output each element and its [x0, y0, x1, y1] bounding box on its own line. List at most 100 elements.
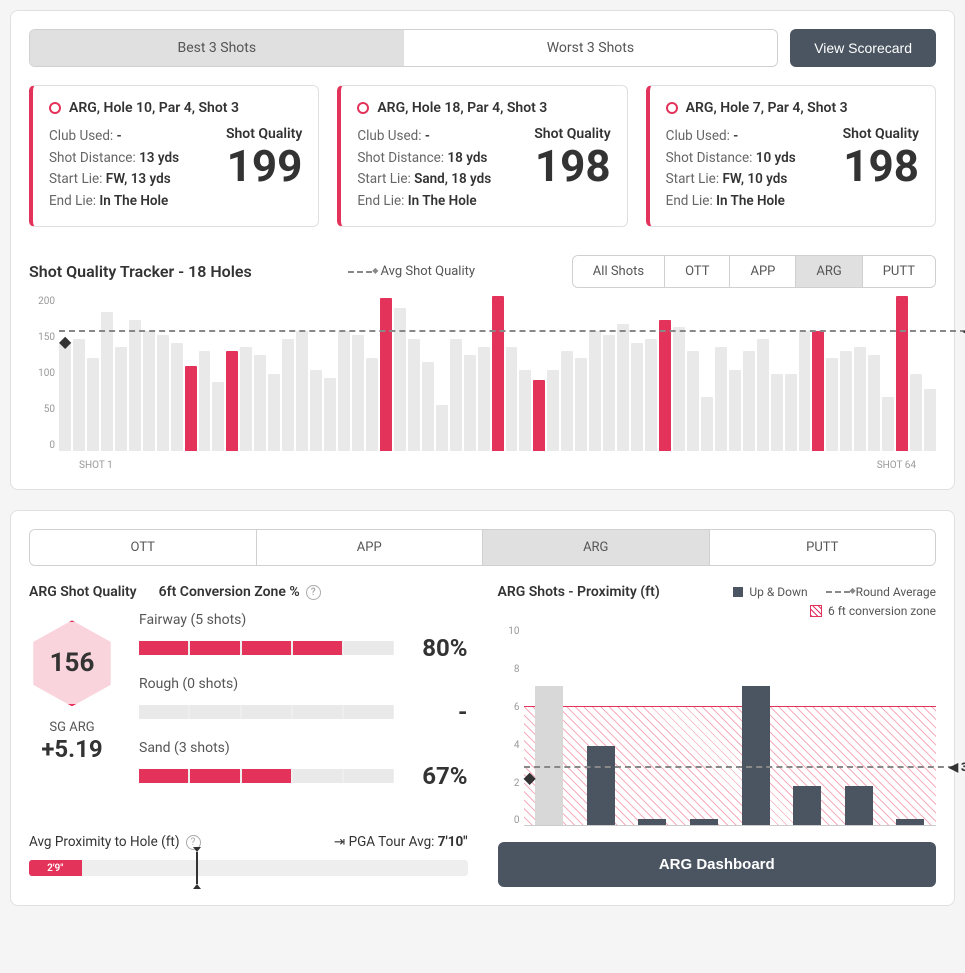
sg-value: +5.19: [29, 735, 115, 763]
square-icon: [733, 587, 743, 597]
conv-bar: [139, 769, 394, 783]
bar: [561, 351, 573, 452]
bar: [115, 347, 127, 452]
bar: [436, 405, 448, 452]
bar: [701, 397, 713, 451]
bar: [352, 335, 364, 451]
shot-title: ARG, Hole 7, Par 4, Shot 3: [686, 100, 848, 116]
bar: [840, 351, 852, 452]
shots-panel: Best 3 Shots Worst 3 Shots View Scorecar…: [10, 10, 955, 490]
bar: [199, 351, 211, 452]
bar: [882, 397, 894, 451]
ring-icon: [666, 102, 678, 114]
bar: [896, 296, 908, 451]
bar: [478, 347, 490, 452]
shot-quality-tabs: Best 3 Shots Worst 3 Shots: [29, 29, 778, 67]
x-start: SHOT 1: [79, 460, 113, 471]
conversion-row: Sand (3 shots) 67%: [139, 740, 468, 790]
proximity-chart: 1086420 ◆◀ 3: [524, 626, 937, 826]
bar: [547, 370, 559, 451]
tracker-title: Shot Quality Tracker - 18 Holes: [29, 262, 252, 281]
filter-tab-all-shots[interactable]: All Shots: [573, 256, 664, 287]
arg-quality-title: ARG Shot Quality: [29, 584, 137, 600]
prox-marker: [196, 852, 198, 884]
tab-putt[interactable]: PUTT: [709, 530, 936, 565]
tab-best-shots[interactable]: Best 3 Shots: [30, 30, 404, 66]
tab-ott[interactable]: OTT: [30, 530, 256, 565]
bar: [254, 355, 266, 452]
conversion-row: Rough (0 shots) -: [139, 676, 468, 726]
filter-tab-app[interactable]: APP: [729, 256, 795, 287]
bar: [324, 378, 336, 452]
bottom-grid: ARG Shot Quality 6ft Conversion Zone % ?…: [29, 584, 936, 887]
tracker-header: Shot Quality Tracker - 18 Holes Avg Shot…: [29, 255, 936, 288]
shot-details: Club Used: - Shot Distance: 13 yds Start…: [49, 126, 179, 212]
help-icon[interactable]: ?: [306, 585, 321, 600]
shot-title: ARG, Hole 10, Par 4, Shot 3: [69, 100, 239, 116]
x-end: SHOT 64: [877, 460, 916, 471]
bar: [771, 374, 783, 452]
arg-detail-panel: OTTAPPARGPUTT ARG Shot Quality 6ft Conve…: [10, 510, 955, 906]
bar: [868, 355, 880, 452]
bar: [492, 296, 504, 451]
bar: [645, 339, 657, 451]
sq-value: 198: [843, 142, 919, 190]
avg-prox-header: Avg Proximity to Hole (ft) ? ⇥ PGA Tour …: [29, 834, 468, 850]
bar: [282, 339, 294, 451]
chart-bars: [59, 296, 936, 451]
shot-title: ARG, Hole 18, Par 4, Shot 3: [377, 100, 547, 116]
avg-line: ◆◀ 156: [59, 330, 965, 351]
shot-card[interactable]: ARG, Hole 10, Par 4, Shot 3 Club Used: -…: [29, 85, 319, 227]
prox-bar: [638, 819, 666, 825]
avg-prox-label: Avg Proximity to Hole (ft): [29, 834, 180, 850]
sg-label: SG ARG: [29, 720, 115, 735]
view-scorecard-button[interactable]: View Scorecard: [790, 29, 936, 67]
conv-bar: [139, 641, 394, 655]
legend-label: Avg Shot Quality: [380, 264, 475, 279]
bar: [240, 347, 252, 452]
sq-value: 198: [534, 142, 610, 190]
ring-icon: [49, 102, 61, 114]
shot-card[interactable]: ARG, Hole 7, Par 4, Shot 3 Club Used: - …: [646, 85, 936, 227]
prox-bar: [793, 786, 821, 826]
tracker-filter-tabs: All ShotsOTTAPPARGPUTT: [572, 255, 936, 288]
tab-worst-shots[interactable]: Worst 3 Shots: [404, 30, 778, 66]
avg-prox-bar: 2'9": [29, 860, 468, 876]
filter-tab-ott[interactable]: OTT: [664, 256, 729, 287]
y-axis: 200150100500: [29, 296, 55, 451]
bar: [464, 355, 476, 452]
proximity-title: ARG Shots - Proximity (ft): [498, 584, 660, 600]
bar: [171, 343, 183, 452]
conv-pct: 67%: [412, 762, 468, 790]
filter-tab-putt[interactable]: PUTT: [862, 256, 935, 287]
bar: [924, 389, 936, 451]
bar: [631, 343, 643, 452]
bottom-left: ARG Shot Quality 6ft Conversion Zone % ?…: [29, 584, 468, 887]
prox-fill: 2'9": [29, 860, 82, 876]
prox-avg-line: ◆◀ 3: [524, 766, 955, 787]
bar: [826, 358, 838, 451]
arg-dashboard-button[interactable]: ARG Dashboard: [498, 842, 937, 887]
bar: [603, 335, 615, 451]
conversion-rows: Fairway (5 shots) 80% Rough (0 shots) - …: [139, 612, 468, 804]
tab-app[interactable]: APP: [256, 530, 483, 565]
tab-arg[interactable]: ARG: [482, 530, 709, 565]
bar: [157, 335, 169, 451]
sq-value: 199: [226, 142, 302, 190]
x-axis: SHOT 1 SHOT 64: [59, 460, 936, 471]
shot-details: Club Used: - Shot Distance: 18 yds Start…: [357, 126, 491, 212]
prox-bar: [845, 786, 873, 826]
filter-tab-arg[interactable]: ARG: [795, 256, 861, 287]
hatch-icon: [810, 605, 822, 617]
bar: [185, 366, 197, 451]
shot-quality-chart: 200150100500 ◆◀ 156 SHOT 1 SHOT 64: [59, 296, 936, 471]
bar: [59, 343, 71, 452]
conv-label: Fairway (5 shots): [139, 612, 468, 628]
shot-card[interactable]: ARG, Hole 18, Par 4, Shot 3 Club Used: -…: [337, 85, 627, 227]
legend-zone: 6 ft conversion zone: [828, 604, 936, 618]
conv-pct: 80%: [412, 634, 468, 662]
bottom-right: ARG Shots - Proximity (ft) Up & Down Rou…: [498, 584, 937, 887]
bar: [310, 370, 322, 451]
bar: [519, 370, 531, 451]
bar: [910, 374, 922, 452]
